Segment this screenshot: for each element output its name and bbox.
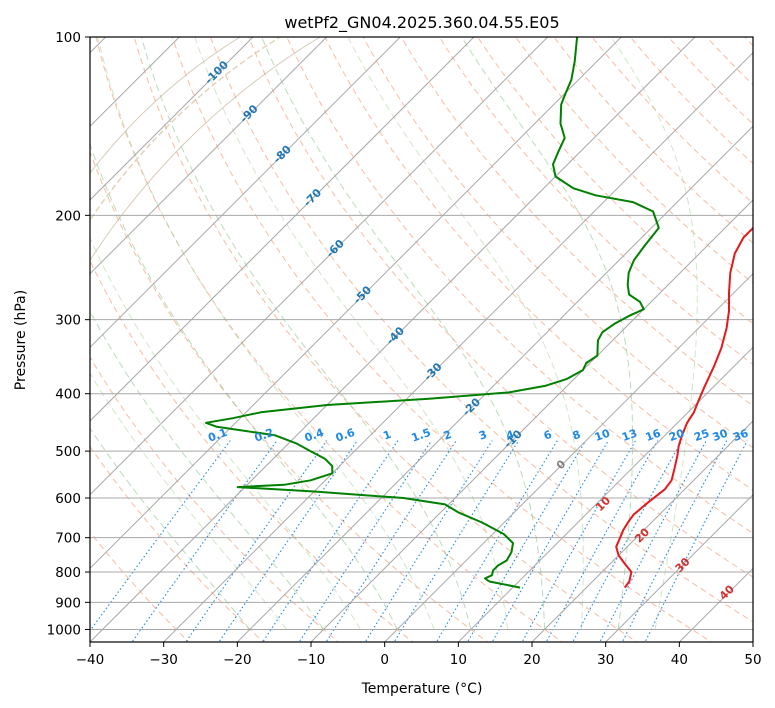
- mixing-ratio-label: 0.6: [334, 426, 357, 445]
- axes: −40 −30 −20 −10 0 10 20 30 40 5010020030040050060…: [47, 30, 762, 668]
- mixing-ratio-line: [185, 440, 328, 642]
- mixing-ratio-label: 6: [542, 428, 554, 443]
- x-tick-label: −10: [297, 652, 326, 668]
- y-tick-label: 500: [55, 444, 81, 460]
- isotherm-line: [457, 346, 753, 642]
- moist-adiabat-line: [347, 37, 584, 630]
- isotherm-line: [90, 37, 475, 422]
- isotherm-line: [90, 37, 549, 496]
- mixing-ratio-label: 10: [593, 426, 612, 444]
- moist-adiabat-line: [194, 37, 509, 630]
- moist-adiabat-line: [140, 37, 472, 630]
- y-tick-label: 100: [55, 30, 81, 46]
- x-axis-label: Temperature (°C): [361, 681, 483, 697]
- moist-adiabat-line: [90, 142, 398, 630]
- mixing-ratio-label: 1: [381, 428, 393, 443]
- dry-adiabat-line: [90, 150, 489, 642]
- mixing-ratio-line: [491, 440, 609, 642]
- isotherm-line: [383, 272, 753, 642]
- mixing-ratio-line: [298, 440, 432, 642]
- dewpoint-profile-line: [205, 37, 660, 589]
- mixing-ratio-label: 13: [620, 427, 639, 444]
- moist-adiabat-line: [461, 37, 634, 630]
- x-tick-label: 50: [744, 652, 761, 668]
- x-tick-label: 10: [450, 652, 467, 668]
- mixing-ratio-label: 8: [571, 428, 583, 443]
- isotherm-line: [162, 51, 753, 642]
- temperature-profile-line: [615, 226, 753, 589]
- moist-adiabat-line: [90, 236, 361, 630]
- mixing-ratio-line: [521, 440, 637, 642]
- moist-adiabat-line: [610, 37, 698, 630]
- mixing-ratio-label: 3: [477, 428, 489, 443]
- mixing-ratio-label: 25: [692, 427, 711, 444]
- plot-frame: [89, 36, 754, 643]
- y-tick-label: 200: [55, 208, 81, 224]
- x-tick-label: 30: [597, 652, 614, 668]
- mixing-ratio-label: 20: [667, 426, 686, 444]
- background-arc: [90, 37, 321, 262]
- isotherm-line: [90, 37, 623, 570]
- mixing-ratio-label: 36: [731, 426, 750, 444]
- mixing-ratio-label: 30: [711, 426, 730, 444]
- y-tick-label: 800: [55, 565, 81, 581]
- isotherm-line: [90, 37, 402, 349]
- mixing-ratio-line: [325, 440, 457, 642]
- mixing-ratio-line: [262, 440, 399, 642]
- isotherm-line: [90, 37, 696, 642]
- isotherm-line: [604, 493, 753, 642]
- isotherm-line: [90, 37, 328, 275]
- moist-adiabat-line: [90, 427, 251, 630]
- mixing-ratio-label: 1.5: [410, 426, 433, 445]
- x-tick-label: 0: [380, 652, 389, 668]
- isotherm-line: [310, 199, 753, 642]
- y-tick-label: 600: [55, 491, 81, 507]
- y-tick-label: 400: [55, 387, 81, 403]
- chart-title: wetPf2_GN04.2025.360.04.55.E05: [284, 13, 559, 33]
- mixing-ratio-label: 0.2: [253, 426, 276, 445]
- y-tick-label: 700: [55, 531, 81, 547]
- moist-adiabat-line: [261, 37, 546, 630]
- moist-adiabat-line: [90, 372, 288, 630]
- mixing-ratio-label: 16: [644, 426, 663, 444]
- sounding-profiles: [205, 37, 753, 589]
- mixing-ratio-label: 0.1: [206, 426, 229, 445]
- background-arc: [90, 37, 241, 175]
- x-tick-label: −30: [149, 652, 178, 668]
- moist-adiabat-line: [97, 37, 435, 630]
- isotherm-line: [236, 125, 753, 642]
- mixing-ratio-label: 0.4: [303, 426, 326, 445]
- x-tick-label: 40: [671, 652, 688, 668]
- y-axis-label: Pressure (hPa): [13, 290, 29, 390]
- mixing-ratio-line: [364, 440, 493, 642]
- mixing-ratio-line: [621, 440, 728, 642]
- grid-lines: [90, 37, 753, 642]
- isotherm-line: [90, 37, 254, 201]
- x-tick-label: −20: [223, 652, 252, 668]
- x-tick-label: 20: [523, 652, 540, 668]
- y-tick-label: 900: [55, 595, 81, 611]
- mixing-ratio-label: 4: [504, 428, 516, 443]
- mixing-ratio-line: [545, 440, 659, 642]
- mixing-ratio-line: [599, 440, 707, 642]
- y-tick-label: 300: [55, 313, 81, 329]
- y-tick-label: 1000: [47, 622, 81, 638]
- isotherm-line: [531, 420, 753, 642]
- mixing-ratio-label: 2: [442, 428, 454, 443]
- x-tick-label: −40: [76, 652, 105, 668]
- mixing-ratio-line: [435, 440, 558, 642]
- mixing-ratio-line: [572, 440, 683, 642]
